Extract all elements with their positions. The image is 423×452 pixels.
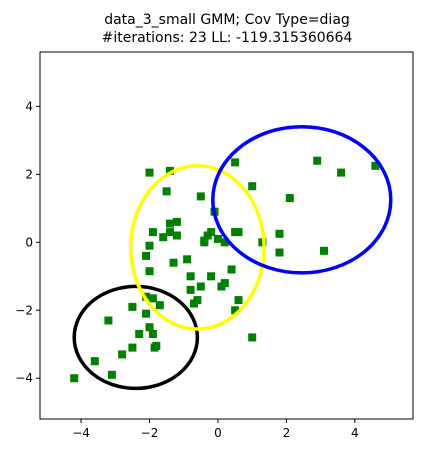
y-tick-label: −4 <box>15 371 33 385</box>
data-point <box>227 265 236 274</box>
data-point <box>145 267 154 276</box>
data-point <box>155 301 164 310</box>
data-point <box>172 217 181 226</box>
data-point <box>128 302 137 311</box>
y-tick-label: 4 <box>25 99 33 113</box>
data-point <box>104 316 113 325</box>
plot-background <box>40 52 413 419</box>
data-point <box>118 350 127 359</box>
chart-title-line-2: #iterations: 23 LL: -119.315360664 <box>102 30 353 46</box>
data-point <box>275 248 284 257</box>
data-point <box>186 272 195 281</box>
data-point <box>231 158 240 167</box>
data-point <box>337 168 346 177</box>
ellipses-layer <box>72 124 393 391</box>
data-point <box>70 374 79 383</box>
data-point <box>148 294 157 303</box>
data-point <box>107 370 116 379</box>
x-axis: −4 −2 0 2 4 <box>72 419 359 440</box>
data-point <box>148 228 157 237</box>
data-point <box>148 330 157 338</box>
data-point <box>152 341 161 350</box>
data-point <box>371 161 380 170</box>
data-point <box>248 333 257 342</box>
x-tick-label: 2 <box>283 426 291 440</box>
data-point <box>145 323 154 332</box>
points-layer <box>70 156 380 383</box>
data-point <box>145 241 154 250</box>
data-point <box>166 166 174 175</box>
y-tick-label: 2 <box>25 167 33 181</box>
x-tick-label: −2 <box>141 426 159 440</box>
chart-title-line-1: data_3_small GMM; Cov Type=diag <box>104 12 350 28</box>
x-tick-label: −4 <box>72 426 90 440</box>
data-point <box>320 246 328 255</box>
data-point <box>234 296 243 305</box>
data-point <box>166 228 174 237</box>
data-point <box>220 238 229 247</box>
gmm-component-ellipse-blue <box>211 124 393 275</box>
data-point <box>142 309 151 318</box>
data-point <box>196 282 205 291</box>
data-point <box>285 194 294 203</box>
x-tick-label: 0 <box>214 426 222 440</box>
data-point <box>142 251 151 260</box>
data-point <box>190 299 198 308</box>
plot-frame <box>39 51 414 420</box>
y-tick-label: 0 <box>25 235 33 249</box>
data-point <box>166 219 174 228</box>
data-point <box>234 228 243 237</box>
x-tick-label: 4 <box>351 426 359 440</box>
data-point <box>207 272 216 281</box>
data-point <box>200 236 209 245</box>
data-point <box>172 231 181 240</box>
gmm-component-ellipse-black <box>72 284 200 391</box>
data-point <box>90 357 99 366</box>
data-point <box>135 330 144 338</box>
data-point <box>313 156 322 165</box>
data-point <box>248 182 257 191</box>
plot-area <box>39 51 414 420</box>
data-point <box>186 285 195 294</box>
data-point <box>231 306 240 315</box>
data-point <box>207 228 216 237</box>
data-point <box>213 234 222 243</box>
data-point <box>220 279 229 288</box>
data-point <box>183 255 192 264</box>
data-point <box>162 187 171 196</box>
data-point <box>196 192 205 201</box>
data-point <box>128 343 137 352</box>
y-axis: −4 −2 0 2 4 <box>15 99 40 385</box>
data-point <box>275 229 284 238</box>
data-point <box>169 258 178 267</box>
y-tick-label: −2 <box>15 303 33 317</box>
gmm-component-ellipse-yellow <box>128 164 266 331</box>
data-point <box>145 168 154 177</box>
data-point <box>159 233 168 242</box>
